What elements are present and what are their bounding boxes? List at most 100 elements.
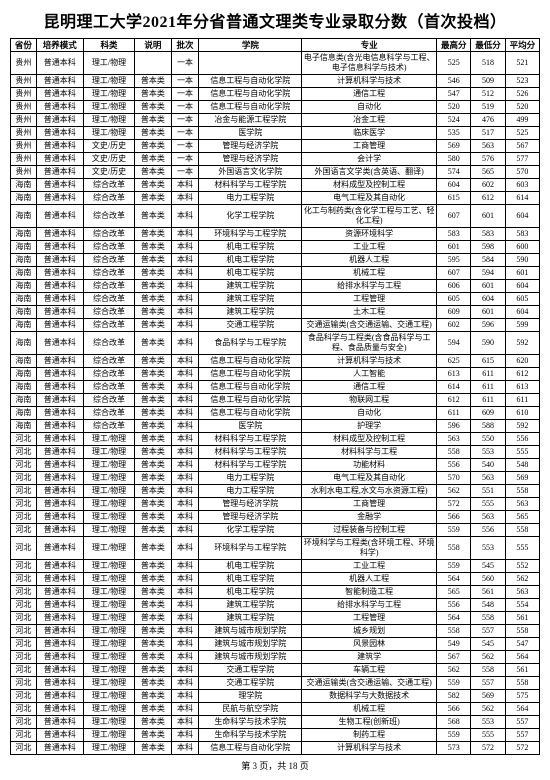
table-cell: 普通本科 [36, 651, 83, 664]
table-cell: 水利水电工程,水文与水资源工程) [302, 485, 437, 498]
table-row: 河北普通本科理工/物理普本类本科机电工程学院智能制造工程565561563 [11, 586, 540, 599]
table-cell: 本科 [171, 267, 199, 280]
table-row: 贵州普通本科理工/物理普本类一本信息工程与自动化学院通信工程547512526 [11, 88, 540, 101]
table-cell: 604 [505, 280, 539, 293]
table-cell: 普本类 [135, 267, 171, 280]
table-cell: 611 [471, 368, 505, 381]
table-cell: 本科 [171, 524, 199, 537]
table-cell: 普通本科 [36, 241, 83, 254]
table-cell: 本科 [171, 716, 199, 729]
table-cell: 普通本科 [36, 560, 83, 573]
table-cell: 565 [505, 511, 539, 524]
table-cell: 文史/历史 [83, 166, 134, 179]
table-cell: 550 [471, 433, 505, 446]
table-cell: 512 [471, 88, 505, 101]
table-cell: 547 [437, 88, 471, 101]
table-cell: 普通本科 [36, 586, 83, 599]
table-cell: 本科 [171, 179, 199, 192]
table-cell: 理工/物理 [83, 537, 134, 560]
table-cell: 570 [437, 472, 471, 485]
table-row: 河北普通本科理工/物理普本类本科电力工程学院水利水电工程,水文与水资源工程)56… [11, 485, 540, 498]
table-cell: 海南 [11, 228, 37, 241]
table-cell: 理工/物理 [83, 446, 134, 459]
table-row: 河北普通本科理工/物理普本类本科机电工程学院工业工程559545552 [11, 560, 540, 573]
table-row: 河北普通本科理工/物理普本类本科建筑工程学院给排水科学与工程556548554 [11, 599, 540, 612]
table-cell: 信息工程与自动化学院 [199, 101, 302, 114]
table-row: 河北普通本科理工/物理普本类本科电力工程学院电气工程及其自动化570563569 [11, 472, 540, 485]
table-cell: 611 [471, 381, 505, 394]
table-cell: 556 [437, 459, 471, 472]
table-cell: 普本类 [135, 690, 171, 703]
table-cell: 普本类 [135, 664, 171, 677]
table-cell: 559 [437, 729, 471, 742]
table-cell: 普本类 [135, 179, 171, 192]
table-cell: 620 [505, 355, 539, 368]
table-cell: 614 [437, 381, 471, 394]
table-cell: 607 [437, 267, 471, 280]
table-cell: 525 [437, 52, 471, 75]
table-cell: 611 [437, 407, 471, 420]
table-row: 贵州普通本科文史/历史普本类一本管理与经济学院会计学580576577 [11, 153, 540, 166]
table-cell: 一本 [171, 114, 199, 127]
table-cell: 理工/物理 [83, 625, 134, 638]
table-cell: 河北 [11, 524, 37, 537]
table-cell: 化工与制药类(含化学工程与工艺、轻化工程) [302, 205, 437, 228]
table-cell: 理工/物理 [83, 560, 134, 573]
table-cell: 电气工程及其自动化 [302, 472, 437, 485]
table-cell: 冶金工程 [302, 114, 437, 127]
table-cell: 河北 [11, 485, 37, 498]
table-cell: 海南 [11, 394, 37, 407]
col-header: 最低分 [471, 39, 505, 52]
table-cell: 612 [437, 394, 471, 407]
table-cell: 本科 [171, 254, 199, 267]
table-cell: 综合改革 [83, 267, 134, 280]
table-cell: 561 [505, 664, 539, 677]
table-cell: 普通本科 [36, 459, 83, 472]
table-cell: 476 [471, 114, 505, 127]
table-cell: 功能材料 [302, 459, 437, 472]
table-cell: 普本类 [135, 433, 171, 446]
table-cell: 工程管理 [302, 293, 437, 306]
table-cell: 557 [505, 729, 539, 742]
table-cell: 546 [437, 75, 471, 88]
table-cell: 河北 [11, 560, 37, 573]
table-cell: 普通本科 [36, 625, 83, 638]
table-cell: 520 [437, 101, 471, 114]
table-cell: 普通本科 [36, 166, 83, 179]
table-cell: 综合改革 [83, 394, 134, 407]
table-cell: 612 [471, 192, 505, 205]
table-cell: 海南 [11, 192, 37, 205]
table-cell: 计算机科学与技术 [302, 742, 437, 755]
col-header: 批次 [171, 39, 199, 52]
table-cell: 553 [471, 446, 505, 459]
table-row: 河北普通本科理工/物理普本类本科建筑与城市规划学院风景园林549545547 [11, 638, 540, 651]
table-cell: 普本类 [135, 599, 171, 612]
table-cell: 人工智能 [302, 368, 437, 381]
table-cell: 596 [471, 319, 505, 332]
table-cell: 综合改革 [83, 228, 134, 241]
table-row: 河北普通本科理工/物理普本类本科环境科学与工程学院环境科学与工程类(含环境工程、… [11, 537, 540, 560]
table-row: 河北普通本科理工/物理普本类本科机电工程学院机器人工程564560562 [11, 573, 540, 586]
table-cell: 本科 [171, 511, 199, 524]
table-cell: 交通工程学院 [199, 677, 302, 690]
table-cell: 559 [437, 560, 471, 573]
table-cell: 一本 [171, 127, 199, 140]
table-cell: 普本类 [135, 407, 171, 420]
table-cell: 609 [437, 306, 471, 319]
table-cell: 制药工程 [302, 729, 437, 742]
table-cell: 自动化 [302, 101, 437, 114]
table-row: 贵州普通本科文史/历史普本类一本外国语言文化学院外国语言文学类(含英语、翻译)5… [11, 166, 540, 179]
table-cell: 553 [471, 537, 505, 560]
table-cell: 普通本科 [36, 355, 83, 368]
table-cell: 普通本科 [36, 729, 83, 742]
table-cell: 机电工程学院 [199, 267, 302, 280]
table-cell: 普通本科 [36, 537, 83, 560]
table-cell: 普本类 [135, 586, 171, 599]
table-cell: 综合改革 [83, 368, 134, 381]
table-cell: 577 [505, 153, 539, 166]
table-cell: 564 [437, 573, 471, 586]
table-cell: 工业工程 [302, 560, 437, 573]
table-cell: 交通工程学院 [199, 319, 302, 332]
table-cell: 普通本科 [36, 690, 83, 703]
col-header: 科类 [83, 39, 134, 52]
